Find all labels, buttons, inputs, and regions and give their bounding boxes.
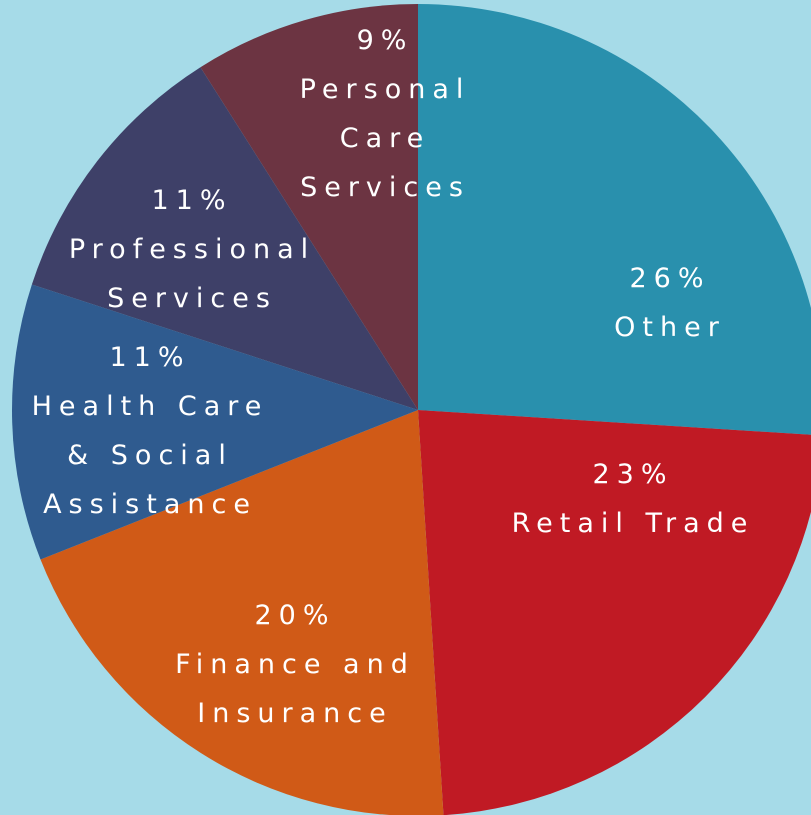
pie-slice: [40, 410, 444, 815]
category-label: Finance and Insurance: [175, 649, 415, 729]
category-label: Professional Services: [68, 234, 316, 314]
value-label: 9%: [356, 25, 414, 56]
category-label: Personal Care Services: [299, 74, 471, 203]
slice-label: 26% Other: [520, 254, 811, 352]
pie-slice: [200, 4, 418, 410]
value-label: 11%: [151, 185, 233, 216]
slice-label: 11% Health Care & Social Assistance: [10, 333, 290, 529]
pie-slice: [11, 284, 418, 560]
pie-slice: [418, 410, 811, 815]
category-label: Health Care & Social Assistance: [31, 391, 269, 520]
value-label: 11%: [109, 342, 191, 373]
pie-slice: [31, 67, 418, 410]
pie-slice: [418, 4, 811, 435]
slice-label: 11% Professional Services: [42, 176, 342, 323]
slice-label: 23% Retail Trade: [473, 450, 793, 548]
slice-label: 9% Personal Care Services: [285, 16, 485, 212]
value-label: 26%: [629, 263, 711, 294]
slice-label: 20% Finance and Insurance: [150, 591, 440, 738]
value-label: 23%: [592, 459, 674, 490]
category-label: Other: [614, 312, 726, 343]
value-label: 20%: [254, 600, 336, 631]
category-label: Retail Trade: [511, 508, 755, 539]
